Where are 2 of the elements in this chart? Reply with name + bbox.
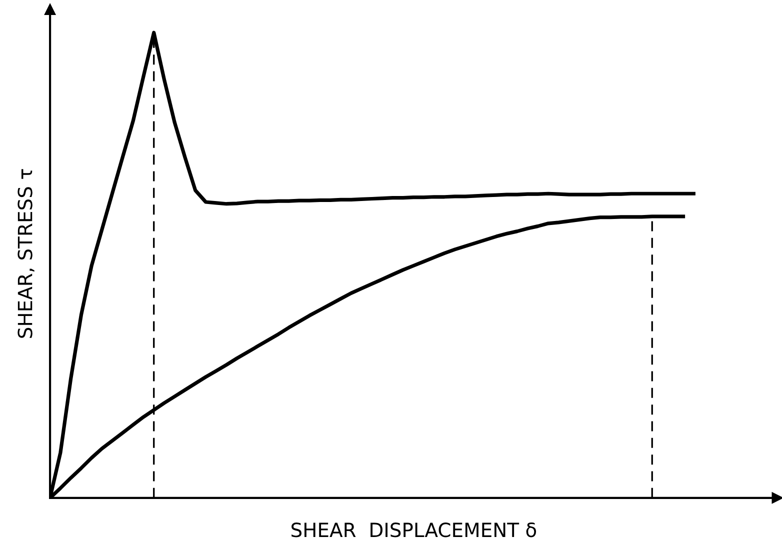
y-axis-title: SHEAR, STRESS τ (18, 169, 34, 338)
x-axis-title: SHEAR DISPLACEMENT δ (292, 522, 536, 538)
